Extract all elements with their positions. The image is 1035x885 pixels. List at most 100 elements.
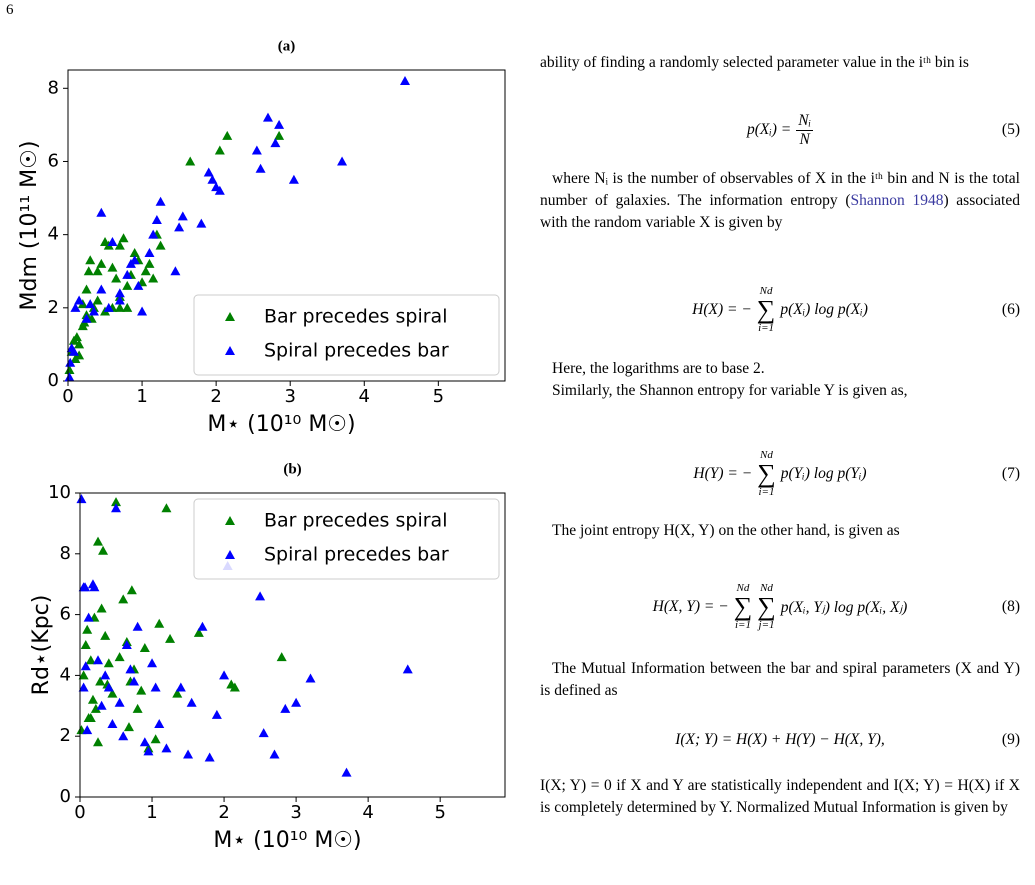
point: [96, 258, 107, 268]
point: [81, 284, 92, 294]
point: [258, 728, 269, 738]
point: [155, 196, 166, 206]
sum-sign: ∑: [733, 592, 753, 621]
y-tick-label: 2: [48, 297, 59, 318]
point: [255, 163, 266, 173]
eq-body: I(X; Y) = H(X) + H(Y) − H(X, Y),: [675, 731, 885, 748]
x-tick-label: 5: [433, 386, 444, 407]
point: [90, 703, 101, 713]
citation[interactable]: Shannon 1948: [850, 192, 944, 209]
point: [148, 273, 159, 283]
point: [129, 676, 140, 686]
x-axis-label: M⋆ (10¹⁰ M☉): [213, 828, 361, 853]
point: [143, 746, 154, 756]
paragraph: Here, the logarithms are to base 2.: [552, 360, 765, 377]
eq-rhs: p(Yᵢ) log p(Yᵢ): [780, 465, 867, 482]
point: [203, 167, 214, 177]
sum: Nd ∑ i=1: [757, 450, 776, 498]
legend-label: Bar precedes spiral: [264, 510, 447, 532]
point: [121, 640, 132, 649]
point: [96, 700, 107, 710]
point: [155, 240, 166, 250]
point: [80, 582, 91, 592]
point: [114, 295, 125, 305]
point: [107, 236, 118, 246]
x-tick-label: 0: [74, 802, 85, 823]
sum-upper: Nd: [736, 582, 750, 594]
legend: Bar precedes spiral Spiral precedes bar: [193, 498, 500, 580]
point: [274, 119, 285, 129]
point: [114, 240, 125, 250]
equation: H(X, Y) = − Nd ∑ i=1 Nd ∑ j=1 p(Xᵢ, Yⱼ) log …: [540, 577, 1020, 637]
point: [85, 655, 96, 665]
point: [82, 725, 93, 735]
chart-title: (a): [278, 38, 296, 54]
point: [151, 215, 162, 225]
point: [276, 652, 287, 662]
point: [103, 658, 114, 668]
point: [85, 299, 96, 309]
point: [122, 302, 133, 312]
point: [288, 174, 299, 184]
legend-marker: [225, 346, 235, 355]
legend-box: [193, 294, 500, 376]
eq-lhs: H(X) = −: [692, 301, 752, 318]
legend-label: Spiral precedes bar: [264, 340, 449, 362]
point: [96, 603, 107, 613]
x-tick-label: 2: [210, 386, 221, 407]
point: [229, 682, 240, 692]
point: [172, 688, 183, 698]
legend-marker: [225, 312, 235, 321]
x-tick-label: 2: [218, 802, 229, 823]
point: [147, 658, 158, 668]
point: [174, 222, 185, 232]
eq-number: (7): [1001, 465, 1020, 482]
point: [95, 676, 106, 686]
point: [78, 670, 89, 680]
point: [337, 156, 348, 166]
point: [341, 767, 352, 777]
point: [161, 743, 172, 753]
point: [270, 138, 281, 148]
sum-sign: ∑: [757, 459, 776, 488]
y-tick-label: 2: [60, 725, 71, 746]
equation: H(X) = − Nd ∑ i=1 p(Xᵢ) log p(Xᵢ) (6): [540, 280, 1020, 340]
point: [118, 594, 129, 604]
point: [83, 612, 94, 622]
legend-label: Bar precedes spiral: [264, 306, 447, 328]
sum-lower: i=1: [758, 322, 775, 334]
sum-lower: i=1: [758, 486, 775, 498]
point: [122, 269, 133, 279]
point: [126, 585, 137, 595]
paragraph: The Mutual Information between the bar a…: [540, 660, 1020, 699]
point: [137, 306, 148, 316]
plot-frame: [79, 492, 506, 798]
point: [133, 280, 144, 290]
point: [123, 722, 134, 732]
point: [136, 685, 147, 695]
point: [74, 339, 85, 349]
point: [196, 218, 207, 228]
point: [251, 145, 262, 155]
paragraph: ability of finding a randomly selected p…: [540, 54, 969, 71]
eq-number: (5): [1001, 121, 1020, 138]
point: [96, 284, 107, 294]
y-tick-label: 8: [60, 543, 71, 564]
point: [255, 591, 266, 601]
point: [74, 350, 85, 360]
y-tick-label: 4: [60, 664, 71, 685]
x-tick-label: 3: [290, 802, 301, 823]
eq-lhs: H(X, Y) = −: [652, 598, 729, 615]
sum: Nd ∑ i=1: [757, 286, 776, 334]
point: [118, 731, 129, 741]
y-tick-label: 8: [48, 77, 59, 98]
sum-sign: ∑: [757, 592, 776, 621]
y-tick-label: 4: [48, 224, 59, 245]
eq-rhs: p(Xᵢ, Yⱼ) log p(Xᵢ, Xⱼ): [780, 598, 908, 616]
denominator: N: [799, 130, 810, 148]
x-axis-label: M⋆ (10¹⁰ M☉): [207, 412, 355, 437]
point: [274, 130, 285, 140]
point: [207, 174, 218, 184]
eq-lhs: H(Y) = −: [693, 465, 753, 482]
point: [114, 697, 125, 707]
